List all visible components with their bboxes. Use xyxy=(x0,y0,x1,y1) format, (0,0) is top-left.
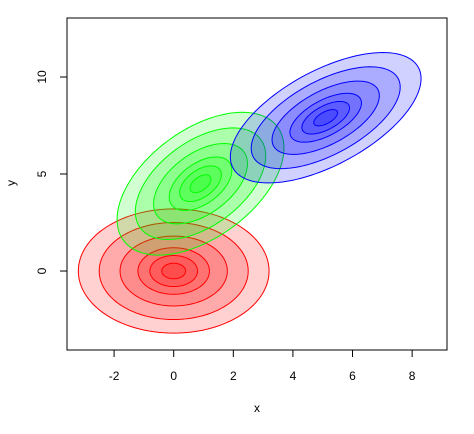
contour xyxy=(98,222,249,321)
contour xyxy=(313,109,339,127)
contour xyxy=(149,254,199,288)
x-tick-label: -2 xyxy=(109,369,120,383)
contour xyxy=(77,208,270,334)
contour xyxy=(153,143,248,225)
x-tick-label: 4 xyxy=(290,369,297,383)
x-tick-label: 8 xyxy=(409,369,416,383)
x-tick-label: 2 xyxy=(230,369,237,383)
contour xyxy=(179,165,222,203)
y-tick-label: 0 xyxy=(35,267,49,274)
contour xyxy=(137,247,210,295)
x-axis-title: x xyxy=(254,401,260,415)
x-tick-label: 0 xyxy=(170,369,177,383)
contour xyxy=(116,111,285,256)
contour xyxy=(250,66,401,170)
contour xyxy=(289,92,362,143)
y-axis-title: y xyxy=(4,180,18,186)
contour xyxy=(271,80,380,155)
y-tick-label: 10 xyxy=(35,70,49,84)
x-tick-label: 6 xyxy=(349,369,356,383)
y-tick-label: 5 xyxy=(35,170,49,177)
contour xyxy=(134,127,267,241)
contour xyxy=(301,100,351,135)
contour xyxy=(161,262,187,280)
contour xyxy=(189,174,212,194)
contour xyxy=(168,156,233,211)
